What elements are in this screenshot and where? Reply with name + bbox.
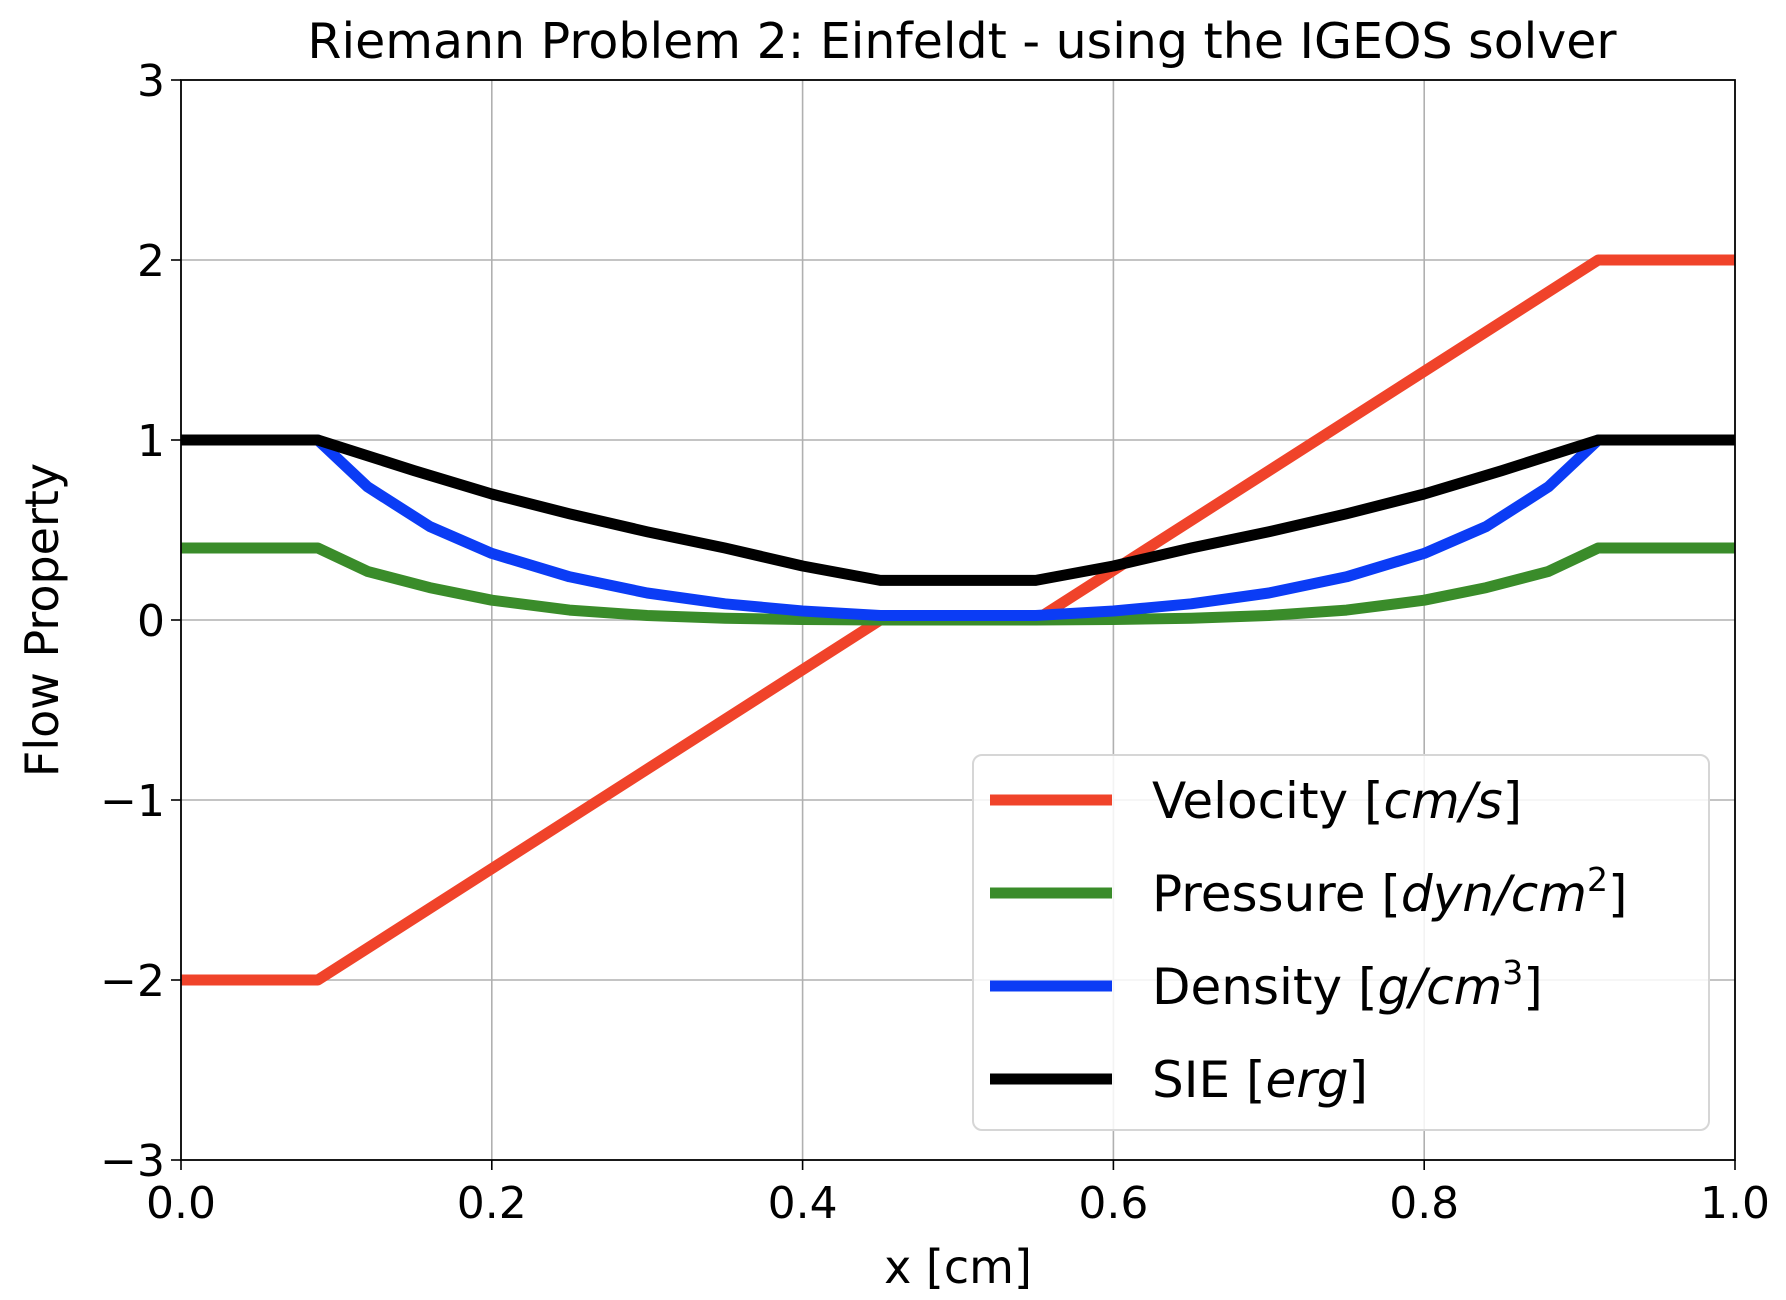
series-lines xyxy=(181,254,1735,986)
x-tick-label: 0.8 xyxy=(1389,1178,1459,1229)
x-tick-label: 1.0 xyxy=(1700,1178,1770,1229)
axis-ticks: 0.0 0.2 0.4 0.6 0.8 1.0 −3 −2 −1 0 1 2 3 xyxy=(100,56,1770,1229)
y-tick-label: −2 xyxy=(100,956,165,1007)
legend-box xyxy=(972,754,1710,1131)
y-axis-label: Flow Property xyxy=(15,463,69,777)
y-tick-label: 0 xyxy=(137,596,165,647)
x-axis-label: x [cm] xyxy=(884,1240,1032,1294)
y-tick-label: 2 xyxy=(137,236,165,287)
legend-label-velocity: Velocity [cm/s] xyxy=(1152,772,1522,830)
legend-label-sie: SIE [erg] xyxy=(1152,1051,1368,1109)
y-tick-label: 3 xyxy=(137,56,165,107)
series-line-sie xyxy=(181,434,1735,586)
legend-label-density: Density [g/cm3] xyxy=(1152,953,1543,1016)
y-tick-label: −3 xyxy=(100,1136,165,1187)
legend: Velocity [cm/s] Pressure [dyn/cm2] Density… xyxy=(972,754,1710,1131)
x-tick-label: 0.0 xyxy=(146,1178,216,1229)
y-tick-label: 1 xyxy=(137,416,165,467)
legend-label-pressure: Pressure [dyn/cm2] xyxy=(1152,860,1627,923)
chart-title: Riemann Problem 2: Einfeldt - using the … xyxy=(307,13,1617,70)
x-tick-label: 0.2 xyxy=(457,1178,527,1229)
x-tick-label: 0.4 xyxy=(768,1178,838,1229)
y-tick-label: −1 xyxy=(100,776,165,827)
x-tick-label: 0.6 xyxy=(1078,1178,1148,1229)
series-line-density xyxy=(181,434,1735,621)
